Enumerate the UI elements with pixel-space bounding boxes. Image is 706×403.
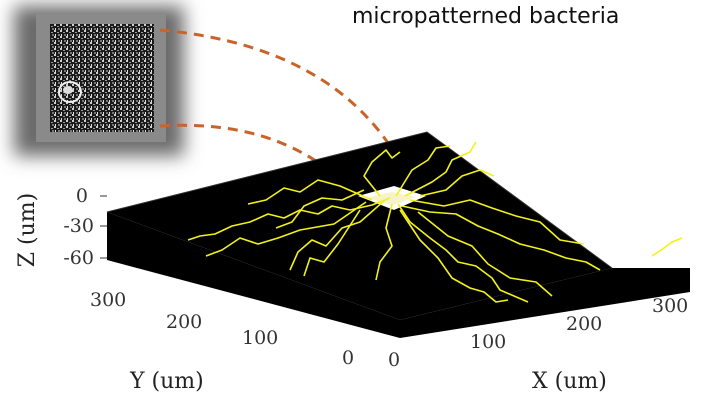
y-tick-label: 300 <box>90 289 126 311</box>
x-axis-label: X (um) <box>532 369 607 394</box>
trajectories <box>187 141 683 303</box>
y-tick-label: 100 <box>242 327 278 349</box>
z-tick-label: 0 <box>76 185 88 207</box>
x-tick-label: 200 <box>566 313 602 335</box>
z-axis: 0 -30 -60 Z (um) <box>15 185 107 269</box>
z-tick-label: -60 <box>63 247 94 269</box>
x-axis: 0 100 200 300 X (um) <box>388 295 688 394</box>
y-axis: 300 200 100 0 Y (um) <box>90 289 354 394</box>
y-axis-label: Y (um) <box>129 369 204 394</box>
x-tick-label: 300 <box>652 295 688 317</box>
z-axis-label: Z (um) <box>15 193 40 267</box>
plot-box <box>106 131 690 338</box>
y-tick-label: 200 <box>166 311 202 333</box>
z-tick-label: -30 <box>63 215 94 237</box>
x-tick-label: 100 <box>470 331 506 353</box>
figure-title: micropatterned bacteria <box>352 4 619 29</box>
micrograph-inset <box>14 6 184 156</box>
x-tick-label: 0 <box>388 349 400 371</box>
y-tick-label: 0 <box>342 347 354 369</box>
